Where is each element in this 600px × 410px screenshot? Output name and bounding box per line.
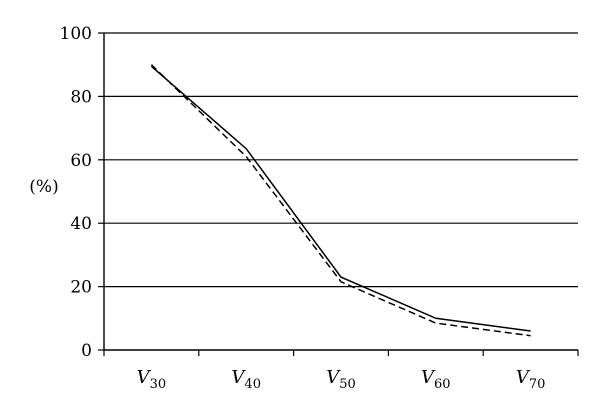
y-tick-label-40: 40 (70, 214, 92, 234)
y-tick-label-100: 100 (60, 24, 92, 44)
x-tick-label-V50: V50 (326, 367, 356, 392)
series-line-dashed (150, 64, 531, 337)
x-tick-label-V60: V60 (421, 367, 451, 392)
x-tick-label-V40: V40 (231, 367, 261, 392)
y-tick-label-20: 20 (70, 278, 92, 298)
y-tick-label-60: 60 (70, 151, 92, 171)
axes (103, 33, 578, 351)
x-tick-label-V30: V30 (137, 367, 167, 392)
y-axis-ticks: 0 20 40 60 80 100 (60, 24, 104, 361)
series-lines (150, 64, 531, 337)
y-tick-label-80: 80 (70, 87, 92, 107)
gridlines (104, 32, 578, 288)
y-axis-label: (%) (29, 177, 58, 197)
x-tick-label-V70: V70 (516, 367, 546, 392)
series-line-solid (150, 65, 531, 332)
x-axis-ticks: V30 V40 V50 V60 V70 (103, 350, 579, 392)
y-tick-label-0: 0 (81, 341, 92, 361)
